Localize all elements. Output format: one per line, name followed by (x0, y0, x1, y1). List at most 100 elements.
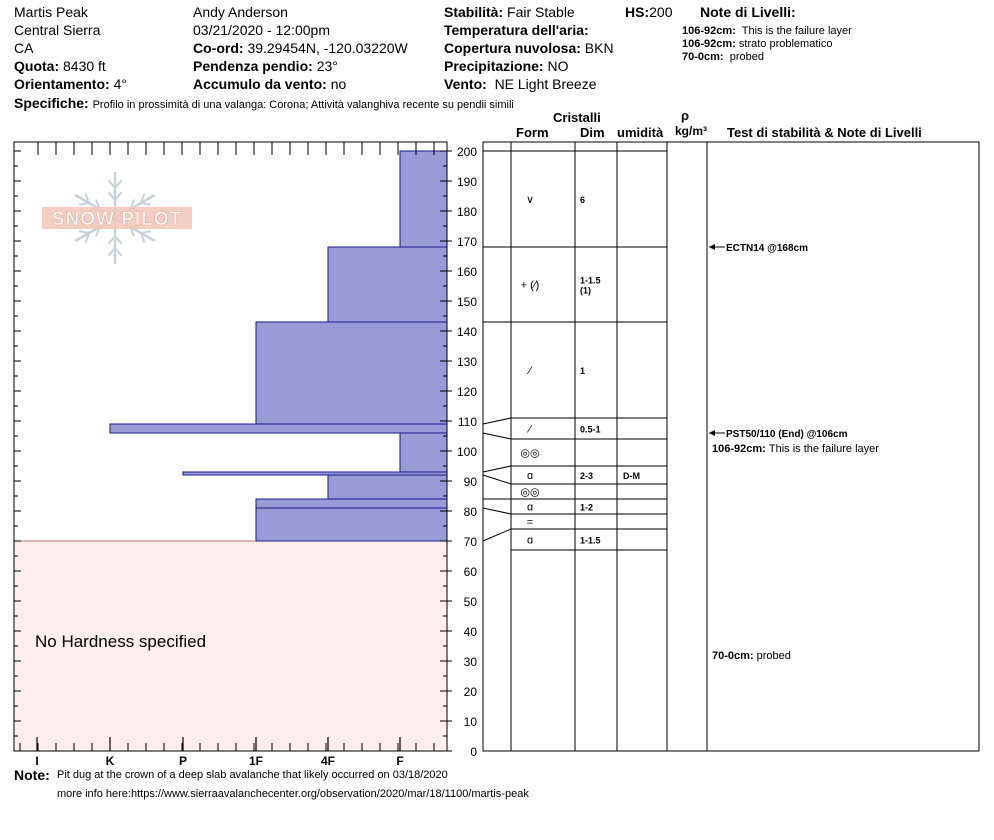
depth-tick-label: 40 (464, 625, 478, 639)
depth-tick-label: 140 (457, 325, 477, 339)
layer-form: = (527, 517, 533, 529)
hardness-tick-label: 1F (249, 754, 263, 768)
hardness-bar-6 (327, 474, 448, 500)
layer-note-1: 106-92cm: This is the failure layer (682, 25, 852, 37)
layer-size: 0.5-1 (580, 425, 601, 435)
no-hardness-label: No Hardness specified (35, 632, 207, 651)
snowflake-branch (84, 232, 90, 243)
no-hardness-region (13, 540, 448, 752)
depth-tick-label: 100 (457, 445, 477, 459)
snowflake-branch (78, 202, 90, 206)
layer-size: 1 (580, 366, 585, 376)
hardness-tick-label: 4F (321, 754, 335, 768)
layer-form: ◎◎ (520, 487, 539, 499)
depth-connector (482, 417, 512, 425)
hardness-tick-label: P (179, 754, 187, 768)
depth-tick-label: 10 (464, 715, 478, 729)
layer-form: ⁄ (526, 424, 533, 436)
layer-size: 6 (580, 195, 585, 205)
wind-loading: Accumulo da vento: no (193, 76, 347, 92)
hardness-bar-4 (399, 432, 448, 473)
layer-form: ɑ (527, 535, 533, 547)
depth-tick-label: 130 (457, 355, 477, 369)
air-temperature-label: Temperatura dell'aria: (444, 22, 589, 38)
depth-tick-label: 0 (470, 745, 477, 759)
wind: Vento: NE Light Breeze (444, 76, 597, 92)
snowpilot-logo: SNOW PILOT (42, 172, 192, 264)
size-header: Dim (580, 125, 605, 140)
layer-note: 106-92cm: This is the failure layer (712, 443, 879, 455)
depth-tick-label: 200 (457, 145, 477, 159)
snowflake-branch (114, 247, 123, 257)
layer-form: ∨ (526, 194, 534, 206)
depth-tick-label: 190 (457, 175, 477, 189)
mountain-range: Central Sierra (14, 22, 101, 38)
stability-test: PST50/110 (End) @106cm (726, 429, 848, 440)
moisture-header: umidità (617, 125, 664, 140)
depth-tick-label: 170 (457, 235, 477, 249)
hardness-tick-label: I (35, 754, 38, 768)
depth-tick-label: 180 (457, 205, 477, 219)
layer-size: 1-1.5 (580, 536, 601, 546)
layer-note-3: 70-0cm: probed (682, 51, 764, 63)
rho-header: ρ (681, 108, 690, 123)
test-arrowhead (709, 430, 715, 436)
depth-tick-label: 110 (458, 415, 477, 429)
density-unit-header: kg/m³ (675, 124, 708, 138)
footer-note-label: Note: (14, 767, 50, 783)
depth-connector (482, 432, 512, 440)
depth-tick-label: 30 (464, 655, 478, 669)
layer-size: 2-3 (580, 471, 593, 481)
hardness-tick-label: K (106, 754, 115, 768)
snowflake-branch (140, 193, 146, 204)
hs: HS:200 (625, 4, 673, 20)
snowflake-branch (140, 232, 146, 243)
snowflake-branch (107, 191, 116, 201)
state: CA (14, 40, 34, 56)
layer-form: ◎◎ (520, 448, 539, 460)
crystal-table (482, 141, 980, 752)
layer-form: ɑ (527, 502, 533, 514)
stability-test: ECTN14 @168cm (726, 243, 808, 254)
layer-notes-title: Note di Livelli: (700, 4, 796, 20)
hardness-bar-2 (255, 321, 448, 425)
elevation: Quota: 8430 ft (14, 58, 106, 74)
footer-note-text: Pit dug at the crown of a deep slab aval… (57, 769, 448, 781)
hardness-bar-8 (255, 507, 448, 542)
hardness-bar-1 (327, 246, 448, 323)
layer-note-2: 106-92cm: strato problematico (682, 38, 833, 50)
snowflake-branch (114, 191, 123, 201)
specifics: Specifiche: Profilo in prossimità di una… (14, 95, 514, 111)
depth-tick-label: 60 (464, 565, 478, 579)
depth-tick-label: 90 (464, 475, 478, 489)
sky-cover: Copertura nuvolosa: BKN (444, 40, 614, 56)
hardness-bar-7 (255, 498, 448, 509)
crystals-header: Cristalli (553, 110, 601, 125)
snowflake-branch (78, 230, 90, 234)
depth-tick-label: 150 (457, 295, 477, 309)
layer-size: (1) (580, 286, 591, 296)
footer-more-info: more info here:https://www.sierraavalanc… (57, 788, 529, 800)
snowflake-branch (140, 202, 152, 206)
hardness-bar-3 (109, 423, 448, 434)
snowflake-branch (107, 247, 116, 257)
layer-note: 70-0cm: probed (712, 650, 791, 662)
logo-banner (42, 207, 192, 229)
form-header: Form (516, 125, 549, 140)
coordinates: Co-ord: 39.29454N, -120.03220W (193, 40, 408, 56)
snowflake-branch (107, 235, 116, 245)
stability: Stabilità: Fair Stable (444, 4, 575, 20)
depth-tick-label: 20 (464, 685, 478, 699)
layer-size: 1-2 (580, 503, 593, 513)
aspect: Orientamento: 4° (14, 76, 127, 92)
snowflake-branch (140, 230, 152, 234)
tests-header: Test di stabilità & Note di Livelli (727, 125, 922, 140)
datetime: 03/21/2020 - 12:00pm (193, 22, 330, 38)
observer: Andy Anderson (193, 4, 288, 20)
depth-connector (482, 474, 512, 485)
layer-moisture: D-M (623, 471, 640, 481)
layer-size: 1-1.5 (580, 276, 601, 286)
depth-tick-label: 80 (464, 505, 478, 519)
slope-angle: Pendenza pendio: 23° (193, 58, 338, 74)
